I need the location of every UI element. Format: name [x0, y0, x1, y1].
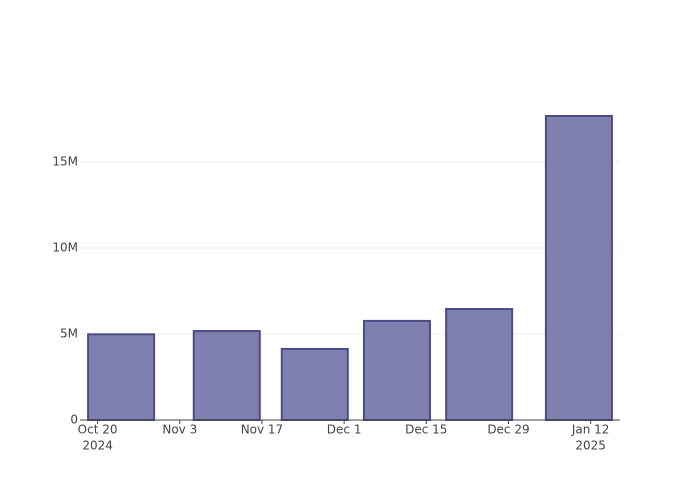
- bar: [87, 333, 156, 421]
- bar: [192, 330, 261, 422]
- bar: [544, 115, 613, 421]
- y-tick-label: 5M: [60, 326, 78, 340]
- x-tick-label: Oct 20: [78, 423, 118, 437]
- x-tick-sublabel: 2025: [575, 439, 606, 453]
- x-tick-label: Nov 17: [241, 423, 284, 437]
- y-tick-label: 0: [70, 413, 78, 427]
- bar: [280, 347, 349, 421]
- bar: [445, 308, 514, 421]
- x-tick-label: Dec 15: [405, 423, 447, 437]
- y-tick-label: 15M: [52, 154, 78, 168]
- bar: [362, 319, 431, 421]
- x-tick-label: Jan 12: [571, 423, 610, 437]
- y-tick-label: 10M: [52, 240, 78, 254]
- x-tick-label: Dec 29: [487, 423, 529, 437]
- x-tick-label: Dec 1: [327, 423, 362, 437]
- x-tick-sublabel: 2024: [82, 439, 113, 453]
- x-tick-label: Nov 3: [162, 423, 197, 437]
